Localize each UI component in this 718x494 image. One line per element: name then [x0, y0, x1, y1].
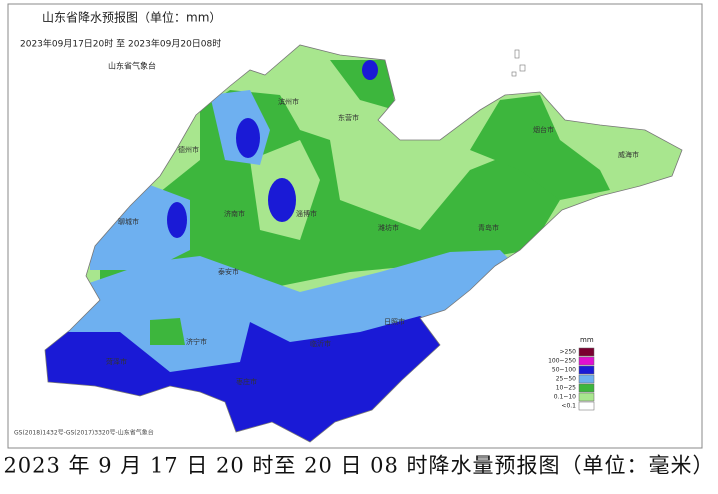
legend-swatch: [578, 392, 595, 402]
city-label: 东营市: [338, 113, 359, 122]
city-label: 潍坊市: [378, 223, 399, 232]
legend-label: 0.1~10: [554, 394, 576, 401]
legend-label: 50~100: [552, 367, 576, 374]
legend-swatch: [578, 356, 595, 366]
islands: [511, 49, 526, 77]
legend-swatch: [578, 374, 595, 384]
city-label: 滨州市: [278, 97, 299, 106]
city-label: 威海市: [618, 150, 639, 159]
map-subtitle: 2023年09月17日20时 至 2023年09月20日08时: [20, 38, 221, 50]
province-border: [44, 44, 683, 443]
legend: mm >250 100~250 50~100 25~50 10~25 0.1~10 <0.1: [548, 336, 595, 411]
city-label: 枣庄市: [236, 377, 257, 386]
legend-label: <0.1: [561, 403, 576, 410]
city-label: 菏泽市: [106, 357, 127, 366]
caption: 2023 年 9 月 17 日 20 时至 20 日 08 时降水量预报图（单位…: [3, 454, 714, 478]
map-footer: GS(2018)1432号-GS(2017)3320号-山东省气象台: [14, 429, 154, 437]
city-label: 泰安市: [218, 267, 239, 276]
city-label: 济南市: [224, 209, 245, 218]
legend-swatch: [578, 347, 595, 357]
city-label: 日照市: [384, 317, 405, 326]
legend-label: 10~25: [556, 385, 576, 392]
legend-unit: mm: [580, 336, 594, 344]
city-label: 临沂市: [310, 339, 331, 348]
city-label: 青岛市: [478, 223, 499, 232]
city-label: 济宁市: [186, 337, 207, 346]
city-label: 烟台市: [533, 125, 554, 134]
legend-label: 25~50: [556, 376, 576, 383]
legend-swatch: [578, 365, 595, 375]
city-label: 淄博市: [296, 209, 317, 218]
issuer: 山东省气象台: [108, 61, 156, 71]
legend-swatch: [578, 383, 595, 393]
legend-label: 100~250: [548, 358, 576, 365]
legend-label: >250: [560, 349, 577, 356]
legend-swatch: [578, 401, 595, 411]
city-label: 聊城市: [118, 217, 139, 226]
city-label: 德州市: [178, 145, 199, 154]
map-title: 山东省降水预报图（单位：mm）: [42, 10, 221, 25]
